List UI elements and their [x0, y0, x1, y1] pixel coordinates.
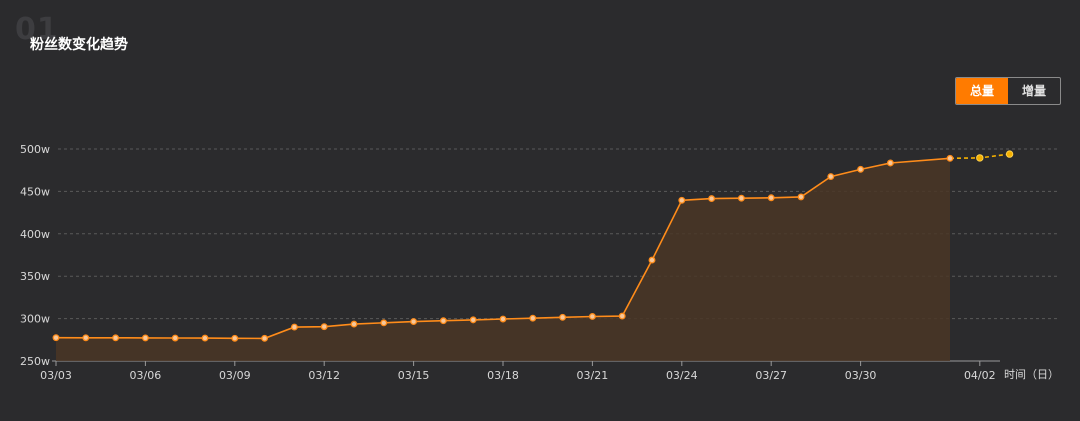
data-point	[529, 314, 537, 322]
data-point	[886, 159, 894, 167]
chart-title: 粉丝数变化趋势	[30, 37, 128, 53]
y-tick-label: 500w	[20, 143, 50, 156]
data-point	[141, 334, 149, 342]
x-tick-label: 03/24	[666, 369, 698, 382]
data-point	[410, 318, 418, 326]
data-point	[737, 194, 745, 202]
data-point	[290, 323, 298, 331]
x-tick-label: 03/27	[755, 369, 787, 382]
data-point	[708, 195, 716, 203]
data-point	[171, 334, 179, 342]
series-area	[56, 158, 950, 361]
data-point	[559, 313, 567, 321]
data-point	[827, 173, 835, 181]
x-tick-label: 03/30	[845, 369, 877, 382]
data-point	[201, 334, 209, 342]
data-point	[648, 256, 656, 264]
data-point	[320, 323, 328, 331]
y-tick-label: 450w	[20, 185, 50, 198]
data-point	[797, 193, 805, 201]
view-toggle: 总量 增量	[955, 77, 1061, 105]
data-point	[112, 334, 120, 342]
data-point	[350, 320, 358, 328]
x-tick-label: 03/06	[130, 369, 162, 382]
x-tick-label: 03/18	[487, 369, 519, 382]
increment-toggle-button[interactable]: 增量	[1021, 84, 1046, 98]
x-tick-label: 03/03	[40, 369, 72, 382]
data-point	[380, 319, 388, 327]
data-point	[82, 334, 90, 342]
data-point	[439, 317, 447, 325]
y-tick-label: 300w	[20, 313, 50, 326]
data-point	[857, 165, 865, 173]
data-point	[261, 334, 269, 342]
x-tick-label: 03/09	[219, 369, 251, 382]
data-point	[52, 334, 60, 342]
data-point	[588, 313, 596, 320]
y-tick-label: 250w	[20, 355, 50, 368]
forecast-point	[976, 154, 984, 162]
x-tick-label: 03/15	[398, 369, 430, 382]
data-point	[678, 196, 686, 204]
section-number: 01	[15, 12, 59, 47]
y-tick-label: 350w	[20, 270, 50, 283]
data-point	[469, 316, 477, 324]
x-tick-label: 04/02	[964, 369, 996, 382]
forecast-point	[1005, 150, 1014, 158]
data-point	[767, 194, 775, 202]
x-axis-unit-label: 时间（日）	[1004, 368, 1059, 381]
data-point	[499, 315, 507, 323]
x-tick-label: 03/21	[577, 369, 609, 382]
series-line	[55, 157, 951, 340]
x-tick-label: 03/12	[308, 369, 340, 382]
y-tick-label: 400w	[20, 228, 50, 241]
data-point	[946, 154, 954, 162]
data-point	[618, 312, 626, 320]
total-toggle-button[interactable]: 总量	[956, 78, 1008, 104]
data-point	[231, 334, 239, 342]
